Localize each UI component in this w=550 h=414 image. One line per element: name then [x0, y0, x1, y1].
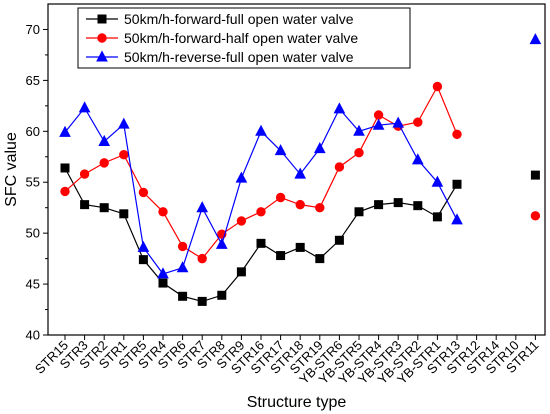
data-point	[413, 117, 423, 127]
data-point	[177, 241, 188, 252]
y-tick-label: 50	[26, 226, 40, 241]
data-point	[196, 201, 209, 213]
data-point	[137, 240, 150, 252]
data-point	[255, 124, 267, 136]
x-axis: STR15STR3STR2STR1STR5STR4STR6STR7STR8STR…	[32, 335, 542, 387]
data-point	[158, 278, 168, 288]
data-point	[315, 254, 325, 264]
legend-marker	[96, 50, 108, 62]
data-point	[276, 251, 286, 261]
data-point	[80, 200, 90, 210]
data-point	[295, 199, 305, 210]
data-point	[78, 101, 91, 113]
data-point	[60, 163, 70, 173]
data-point	[372, 118, 385, 130]
data-point	[236, 267, 246, 277]
legend-item: 50km/h-reverse-full open water valve	[86, 49, 354, 65]
data-point	[451, 213, 463, 225]
data-point	[197, 296, 207, 306]
series-square	[60, 163, 540, 306]
y-tick-label: 45	[26, 277, 40, 292]
y-tick-label: 65	[26, 73, 40, 88]
data-point	[235, 171, 248, 183]
legend-marker	[97, 14, 107, 24]
legend-label: 50km/h-forward-half open water valve	[124, 30, 358, 46]
data-point	[411, 153, 424, 165]
y-tick-label: 60	[26, 124, 40, 139]
data-point	[333, 102, 346, 114]
data-point	[354, 207, 364, 217]
isolated-data-point	[529, 33, 542, 45]
series-triangle	[59, 33, 542, 279]
data-point	[354, 147, 364, 158]
data-point	[256, 238, 266, 248]
data-point	[275, 192, 286, 203]
legend-label: 50km/h-reverse-full open water valve	[124, 49, 354, 65]
legend-item: 50km/h-forward-full open water valve	[86, 11, 354, 27]
y-tick-label: 40	[26, 328, 40, 343]
data-point	[197, 253, 207, 264]
data-point	[178, 291, 188, 301]
legend-marker	[97, 33, 107, 43]
y-axis: 40 45 50 55 60 65 70	[26, 22, 48, 343]
series-line	[64, 167, 458, 303]
data-point	[157, 267, 169, 279]
data-point	[138, 255, 148, 265]
data-point	[334, 162, 345, 172]
data-point	[334, 235, 344, 245]
series-line	[64, 85, 458, 260]
plot-border	[47, 3, 546, 336]
legend-item: 50km/h-forward-half open water valve	[86, 30, 358, 46]
data-point	[431, 175, 444, 187]
data-point	[117, 117, 130, 129]
data-point	[315, 202, 325, 213]
data-point	[294, 167, 307, 179]
legend-label: 50km/h-forward-full open water valve	[124, 11, 354, 27]
data-point	[393, 198, 403, 208]
data-point	[138, 187, 149, 198]
data-point	[59, 125, 71, 137]
data-point	[313, 142, 326, 154]
isolated-data-point	[530, 211, 541, 221]
y-tick-label: 55	[26, 175, 40, 190]
data-point	[374, 200, 384, 210]
data-point	[452, 179, 462, 189]
isolated-data-point	[530, 170, 540, 180]
data-point	[98, 134, 111, 146]
data-point	[295, 242, 305, 252]
plot-frame	[47, 3, 546, 336]
series-layer	[59, 33, 542, 306]
y-tick-label: 70	[26, 22, 40, 37]
data-point	[274, 144, 287, 156]
data-point	[353, 124, 365, 136]
data-point	[99, 203, 109, 213]
data-point	[217, 290, 227, 300]
data-point	[452, 129, 462, 140]
data-point	[60, 186, 70, 197]
data-point	[413, 201, 423, 211]
legend: 50km/h-forward-full open water valve 50km…	[77, 7, 411, 69]
data-point	[256, 207, 266, 217]
data-point	[373, 110, 384, 120]
data-point	[79, 169, 90, 179]
data-point	[432, 81, 443, 92]
x-axis-title: Structure type	[247, 394, 347, 411]
y-axis-title: SFC value	[3, 132, 20, 207]
data-point	[392, 116, 405, 128]
data-point	[99, 158, 109, 168]
data-point	[236, 216, 247, 226]
data-point	[158, 207, 168, 217]
data-point	[119, 209, 129, 219]
data-point	[432, 212, 442, 222]
data-point	[119, 150, 129, 160]
legend-box	[77, 7, 411, 69]
data-point	[215, 237, 228, 249]
data-point	[176, 261, 189, 273]
